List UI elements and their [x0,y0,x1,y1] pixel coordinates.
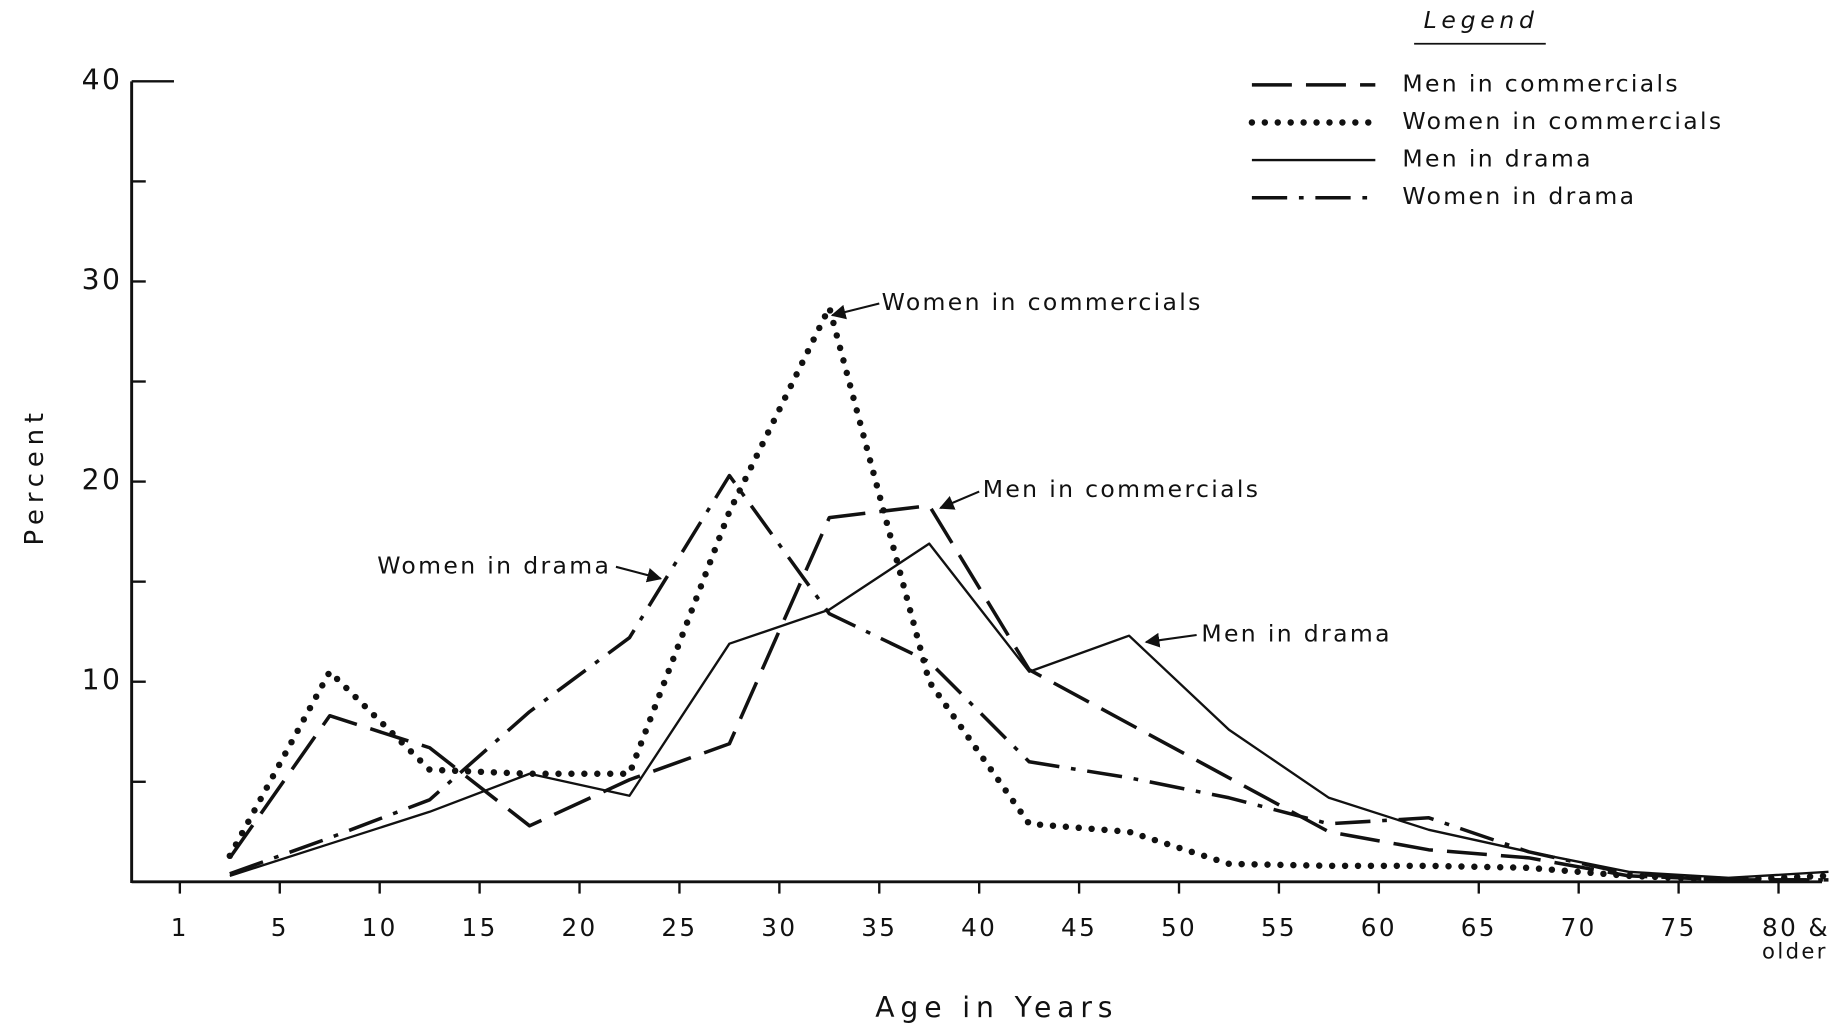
annotation: Men in drama [1201,619,1391,647]
annotation: Women in drama [377,551,611,579]
series-line [229,473,1829,882]
x-tick-label: 40 [961,913,997,942]
legend-label: Women in drama [1402,182,1636,210]
series-line [228,503,1829,882]
x-tick-label: 35 [861,913,897,942]
legend-label: Women in commercials [1402,107,1723,135]
x-tick-label: 1 [171,913,189,942]
annotation-arrow [939,490,980,510]
y-tick-label: 40 [82,63,123,96]
x-tick-label: 25 [661,913,697,942]
x-tick-label: 5 [271,913,289,942]
x-tick-label-line: older [1762,938,1828,963]
legend-label: Men in commercials [1402,69,1680,97]
annotation: Men in commercials [983,475,1261,503]
x-tick-label: 55 [1261,913,1297,942]
y-tick-label: 30 [82,263,123,296]
x-tick-label-line: 80 & [1762,913,1840,942]
series-line [229,542,1829,880]
x-axis-label: Age in Years [875,991,1118,1024]
annotation-arrow [615,565,663,583]
annotation-arrow [1144,632,1197,648]
x-tick-label: 70 [1561,913,1597,942]
legend-title: Legend [1424,6,1539,34]
legend-label: Men in drama [1402,145,1592,173]
series-line [226,304,1832,884]
x-tick-label: 45 [1061,913,1097,942]
x-tick-label: 30 [761,913,797,942]
y-axis-label: Percent [20,407,50,545]
x-tick-label: 50 [1161,913,1197,942]
annotation: Women in commercials [882,288,1203,316]
y-tick-label: 10 [82,664,123,697]
annotation-arrow [830,302,880,320]
x-tick-label: 65 [1461,913,1497,942]
x-tick-label: 15 [462,913,498,942]
x-tick-label: 10 [362,913,398,942]
x-tick-label: 20 [561,913,597,942]
x-tick-label: 60 [1361,913,1397,942]
x-tick-label: 80 & older [1762,913,1840,964]
y-tick-label: 20 [82,464,123,497]
x-tick-label: 75 [1661,913,1697,942]
